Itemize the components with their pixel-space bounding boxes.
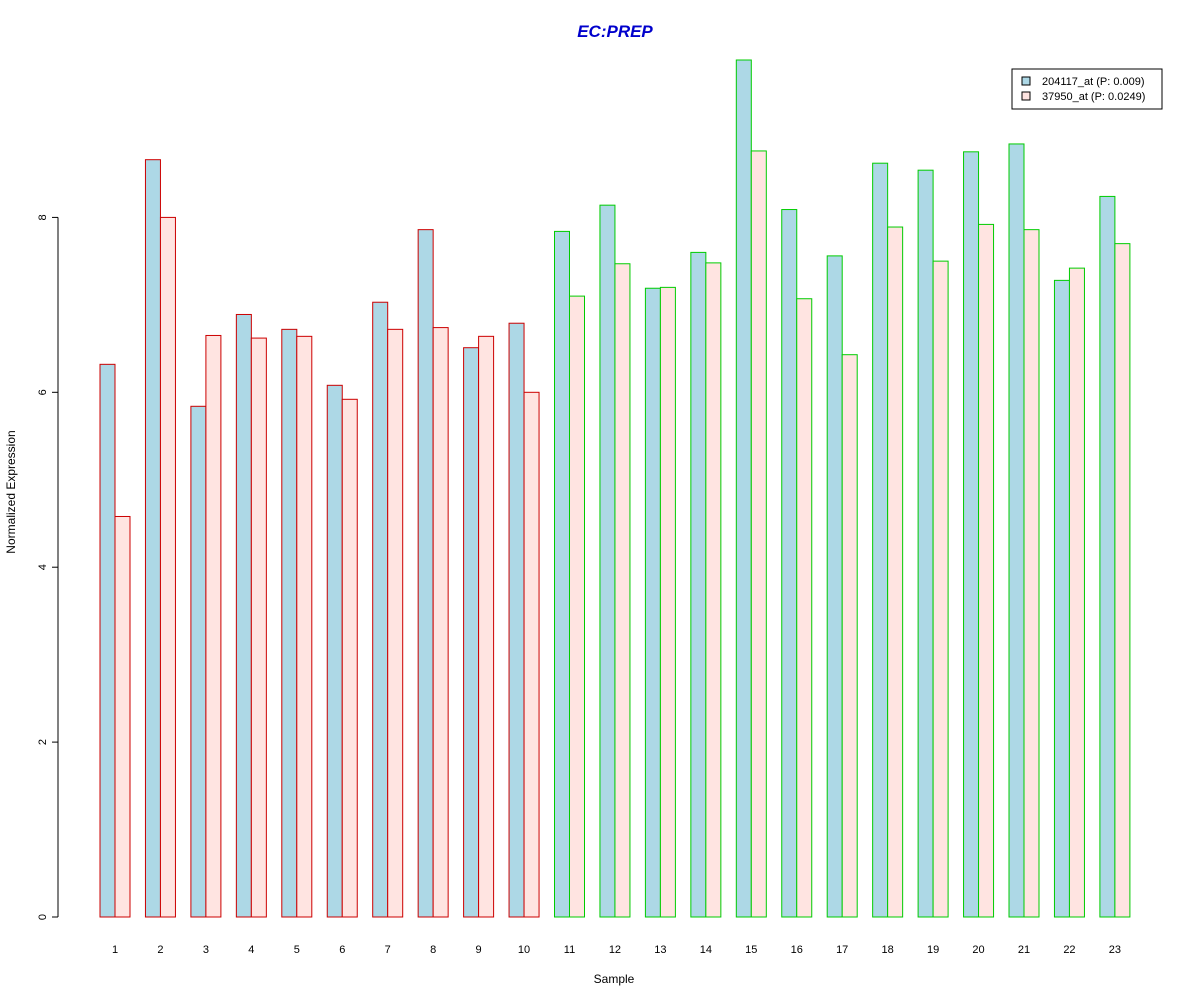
bar-sample-20-series-2 (978, 223, 995, 918)
legend-swatch (1021, 91, 1031, 101)
x-tick-label: 10 (518, 944, 530, 956)
x-tick-label: 19 (927, 944, 939, 956)
bar-sample-17-series-1 (826, 255, 843, 918)
bar-sample-13-series-2 (659, 286, 676, 918)
x-tick-label: 9 (476, 944, 482, 956)
bar-sample-10-series-1 (508, 322, 525, 918)
bar-sample-14-series-1 (690, 251, 707, 918)
bar-sample-8-series-2 (432, 327, 449, 918)
x-tick-label: 2 (157, 944, 163, 956)
bars-group (99, 59, 1131, 918)
x-tick-label: 7 (385, 944, 391, 956)
bar-sample-10-series-2 (523, 391, 540, 918)
chart-title: EC:PREP (577, 22, 653, 41)
bar-sample-5-series-1 (281, 328, 298, 918)
x-tick-label: 4 (248, 944, 254, 956)
bar-sample-22-series-2 (1068, 267, 1085, 918)
x-tick-labels: 1 2 3 4 5 6 7 8 9 10 11 12 13 14 15 16 17 18 19 20 21 22 23 (112, 944, 1121, 956)
bar-sample-2-series-1 (144, 159, 161, 918)
bar-sample-23-series-2 (1114, 243, 1131, 918)
bar-sample-19-series-2 (932, 260, 949, 918)
x-tick-label: 17 (836, 944, 848, 956)
x-tick-label: 16 (791, 944, 803, 956)
x-tick-label: 18 (882, 944, 894, 956)
bar-sample-7-series-1 (372, 301, 389, 918)
bar-sample-9-series-2 (478, 335, 495, 918)
bar-sample-7-series-2 (387, 328, 404, 918)
bar-sample-1-series-2 (114, 515, 131, 918)
x-tick-label: 12 (609, 944, 621, 956)
y-tick-label: 2 (37, 739, 49, 745)
legend-label: 37950_at (P: 0.0249) (1042, 91, 1145, 103)
legend-swatch (1021, 76, 1031, 86)
x-axis-title: Sample (594, 972, 635, 986)
bar-sample-9-series-1 (463, 347, 480, 918)
bar-sample-16-series-1 (781, 209, 798, 918)
bar-sample-4-series-1 (235, 313, 252, 918)
bar-sample-3-series-1 (190, 405, 207, 918)
legend: 204117_at (P: 0.009) 37950_at (P: 0.0249) (1011, 68, 1163, 110)
bar-sample-19-series-1 (917, 169, 934, 918)
bar-sample-4-series-2 (250, 337, 267, 918)
bar-sample-15-series-2 (750, 150, 767, 918)
x-tick-label: 1 (112, 944, 118, 956)
bar-sample-15-series-1 (735, 59, 752, 918)
bar-sample-5-series-2 (296, 335, 313, 918)
x-tick-label: 6 (339, 944, 345, 956)
bar-sample-13-series-1 (644, 287, 661, 918)
bar-sample-20-series-1 (963, 151, 980, 918)
bar-sample-22-series-1 (1053, 279, 1070, 918)
bar-sample-6-series-1 (326, 384, 343, 918)
x-tick-label: 13 (654, 944, 666, 956)
x-tick-label: 15 (745, 944, 757, 956)
x-tick-label: 14 (700, 944, 712, 956)
bar-sample-11-series-1 (554, 230, 570, 918)
bar-sample-18-series-1 (872, 162, 889, 918)
bar-sample-14-series-2 (705, 262, 722, 918)
bar-sample-12-series-1 (599, 204, 616, 918)
bar-sample-21-series-1 (1008, 143, 1025, 918)
bar-sample-6-series-2 (341, 398, 358, 918)
legend-label: 204117_at (P: 0.009) (1042, 76, 1145, 88)
x-tick-label: 3 (203, 944, 209, 956)
bar-sample-12-series-2 (614, 263, 631, 918)
y-tick-label: 4 (37, 564, 49, 570)
y-tick-label: 6 (37, 389, 49, 395)
bar-sample-21-series-2 (1023, 229, 1040, 918)
x-tick-label: 11 (564, 944, 575, 956)
bar-sample-17-series-2 (841, 354, 858, 918)
bar-sample-16-series-2 (796, 298, 813, 918)
x-tick-label: 8 (430, 944, 436, 956)
x-tick-label: 20 (972, 944, 984, 956)
y-axis-title: Normalized Expression (4, 430, 18, 553)
y-tick-label: 0 (37, 914, 49, 920)
x-tick-label: 5 (294, 944, 300, 956)
x-tick-label: 22 (1063, 944, 1075, 956)
bar-sample-3-series-2 (205, 334, 222, 918)
bar-sample-23-series-1 (1099, 195, 1116, 918)
bar-sample-1-series-1 (99, 363, 116, 918)
bar-sample-18-series-2 (887, 226, 904, 918)
x-tick-label: 21 (1018, 944, 1030, 956)
bar-sample-2-series-2 (159, 216, 176, 918)
y-tick-label: 8 (37, 214, 49, 220)
bar-sample-11-series-2 (569, 295, 585, 918)
legend-box (1011, 68, 1163, 110)
bar-sample-8-series-1 (417, 229, 434, 918)
y-axis: 0 2 4 6 8 (37, 214, 59, 920)
x-tick-label: 23 (1109, 944, 1121, 956)
